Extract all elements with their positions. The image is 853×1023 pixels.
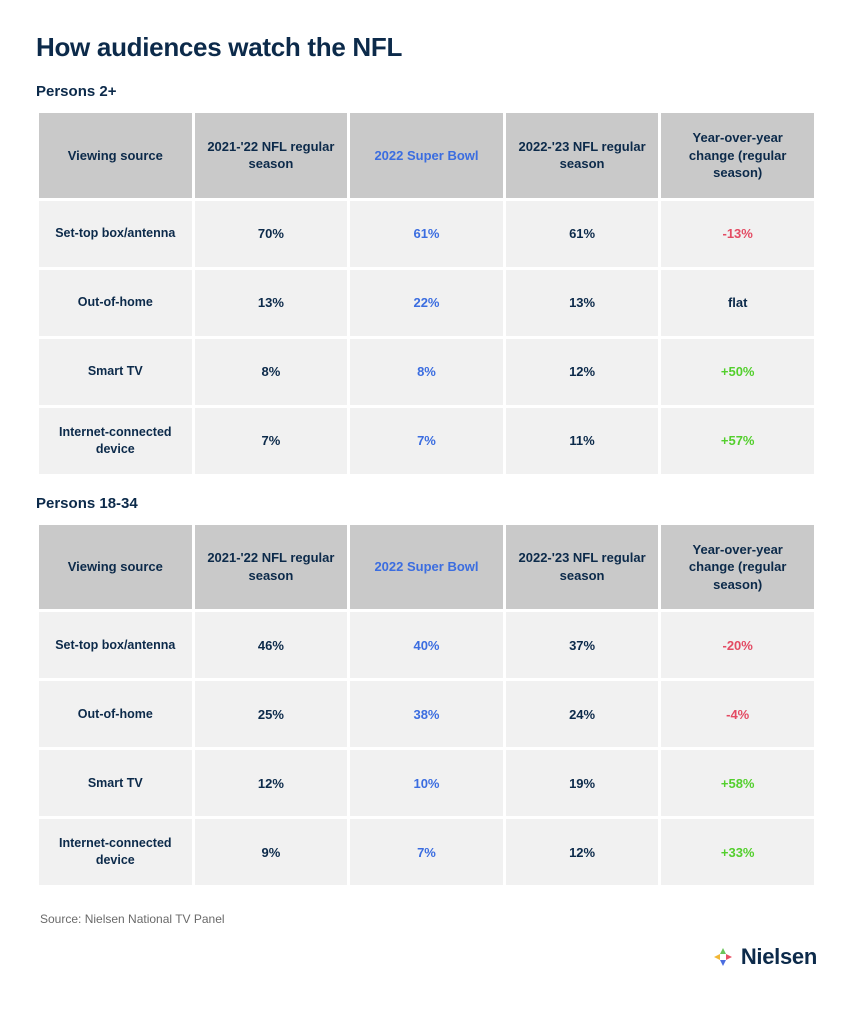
cell-yoy: +33% [661,819,814,885]
cell-c3: 12% [506,339,659,405]
table-header-row: Viewing source 2021-'22 NFL regular seas… [39,113,814,198]
cell-c1: 7% [195,408,348,474]
table-row: Smart TV 8% 8% 12% +50% [39,339,814,405]
nielsen-logo-icon [711,945,735,969]
table-row: Smart TV 12% 10% 19% +58% [39,750,814,816]
cell-yoy: +57% [661,408,814,474]
cell-yoy: +50% [661,339,814,405]
cell-c1: 8% [195,339,348,405]
table-persons-18-34: Viewing source 2021-'22 NFL regular seas… [36,522,817,889]
table-row: Set-top box/antenna 70% 61% 61% -13% [39,201,814,267]
table-row: Internet-connected device 7% 7% 11% +57% [39,408,814,474]
table-subtitle-2: Persons 18-34 [36,495,817,512]
cell-c3: 37% [506,612,659,678]
table-row: Out-of-home 25% 38% 24% -4% [39,681,814,747]
row-label: Internet-connected device [39,408,192,474]
cell-c2: 7% [350,408,503,474]
col-super-bowl: 2022 Super Bowl [350,525,503,610]
table-header-row: Viewing source 2021-'22 NFL regular seas… [39,525,814,610]
row-label: Internet-connected device [39,819,192,885]
col-yoy: Year-over-year change (regular season) [661,113,814,198]
table-persons-2plus: Viewing source 2021-'22 NFL regular seas… [36,110,817,477]
cell-c3: 61% [506,201,659,267]
cell-yoy: flat [661,270,814,336]
cell-c1: 46% [195,612,348,678]
page-title: How audiences watch the NFL [36,32,817,63]
col-super-bowl: 2022 Super Bowl [350,113,503,198]
cell-c2: 22% [350,270,503,336]
table-row: Out-of-home 13% 22% 13% flat [39,270,814,336]
cell-c2: 7% [350,819,503,885]
cell-c3: 24% [506,681,659,747]
row-label: Smart TV [39,339,192,405]
brand-name: Nielsen [741,944,817,970]
cell-c2: 38% [350,681,503,747]
row-label: Out-of-home [39,270,192,336]
cell-yoy: -20% [661,612,814,678]
cell-yoy: +58% [661,750,814,816]
col-2022-23: 2022-'23 NFL regular season [506,113,659,198]
cell-c2: 8% [350,339,503,405]
brand-row: Nielsen [36,944,817,970]
col-viewing-source: Viewing source [39,113,192,198]
cell-c3: 12% [506,819,659,885]
col-yoy: Year-over-year change (regular season) [661,525,814,610]
row-label: Out-of-home [39,681,192,747]
cell-c2: 40% [350,612,503,678]
cell-c3: 13% [506,270,659,336]
cell-c1: 13% [195,270,348,336]
col-2022-23: 2022-'23 NFL regular season [506,525,659,610]
table-subtitle-1: Persons 2+ [36,83,817,100]
col-2021-22: 2021-'22 NFL regular season [195,525,348,610]
col-viewing-source: Viewing source [39,525,192,610]
table-row: Internet-connected device 9% 7% 12% +33% [39,819,814,885]
source-note: Source: Nielsen National TV Panel [40,912,817,926]
cell-c2: 10% [350,750,503,816]
cell-c3: 11% [506,408,659,474]
cell-yoy: -13% [661,201,814,267]
cell-c3: 19% [506,750,659,816]
row-label: Smart TV [39,750,192,816]
cell-c1: 25% [195,681,348,747]
col-2021-22: 2021-'22 NFL regular season [195,113,348,198]
cell-c1: 12% [195,750,348,816]
row-label: Set-top box/antenna [39,201,192,267]
cell-c1: 9% [195,819,348,885]
table-row: Set-top box/antenna 46% 40% 37% -20% [39,612,814,678]
cell-c1: 70% [195,201,348,267]
row-label: Set-top box/antenna [39,612,192,678]
cell-c2: 61% [350,201,503,267]
cell-yoy: -4% [661,681,814,747]
